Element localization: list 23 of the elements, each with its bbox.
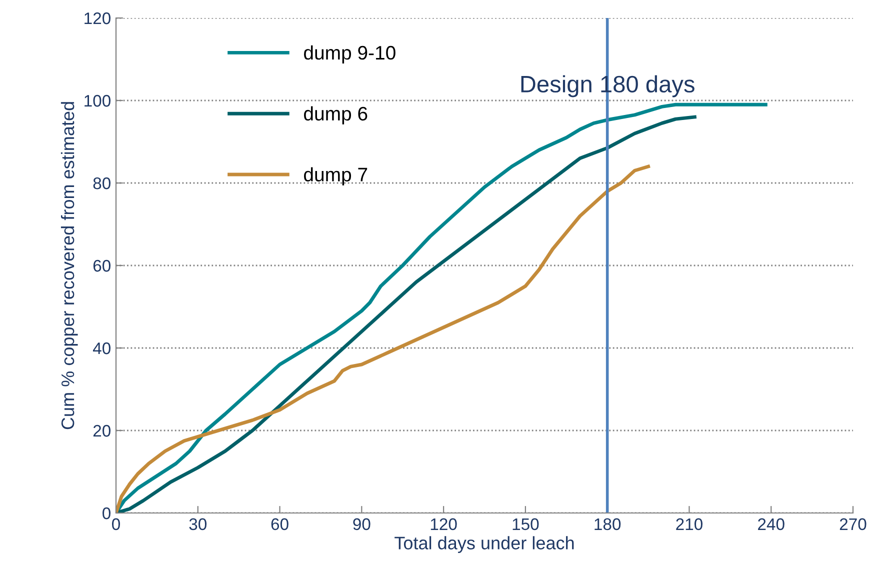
x-tick-label: 270 <box>840 518 866 530</box>
y-tick-label: 20 <box>93 424 110 437</box>
x-tick-label: 210 <box>676 518 702 530</box>
legend-label: dump 7 <box>304 167 368 186</box>
y-tick-label: 80 <box>93 177 110 190</box>
x-tick-label: 240 <box>758 518 784 530</box>
x-tick-label: 120 <box>430 518 457 530</box>
y-tick-label: 120 <box>84 12 110 24</box>
line-series <box>116 164 650 513</box>
x-tick-label: 180 <box>594 518 621 530</box>
legend-label: dump 9-10 <box>304 45 396 64</box>
legend-label: dump 6 <box>304 106 368 124</box>
y-axis-title: Cum % copper recovered from estimated <box>60 102 78 430</box>
x-tick-label: 150 <box>512 518 539 530</box>
x-tick-label: 60 <box>271 518 288 530</box>
x-tick-label: 90 <box>353 518 370 530</box>
x-tick-label: 0 <box>112 518 120 530</box>
y-tick-label: 60 <box>93 260 110 272</box>
y-tick-label: 100 <box>84 94 110 107</box>
x-axis-title: Total days under leach <box>394 536 574 554</box>
x-tick-label: 30 <box>189 518 207 530</box>
y-tick-label: 0 <box>102 507 110 520</box>
y-tick-label: 40 <box>92 342 110 354</box>
